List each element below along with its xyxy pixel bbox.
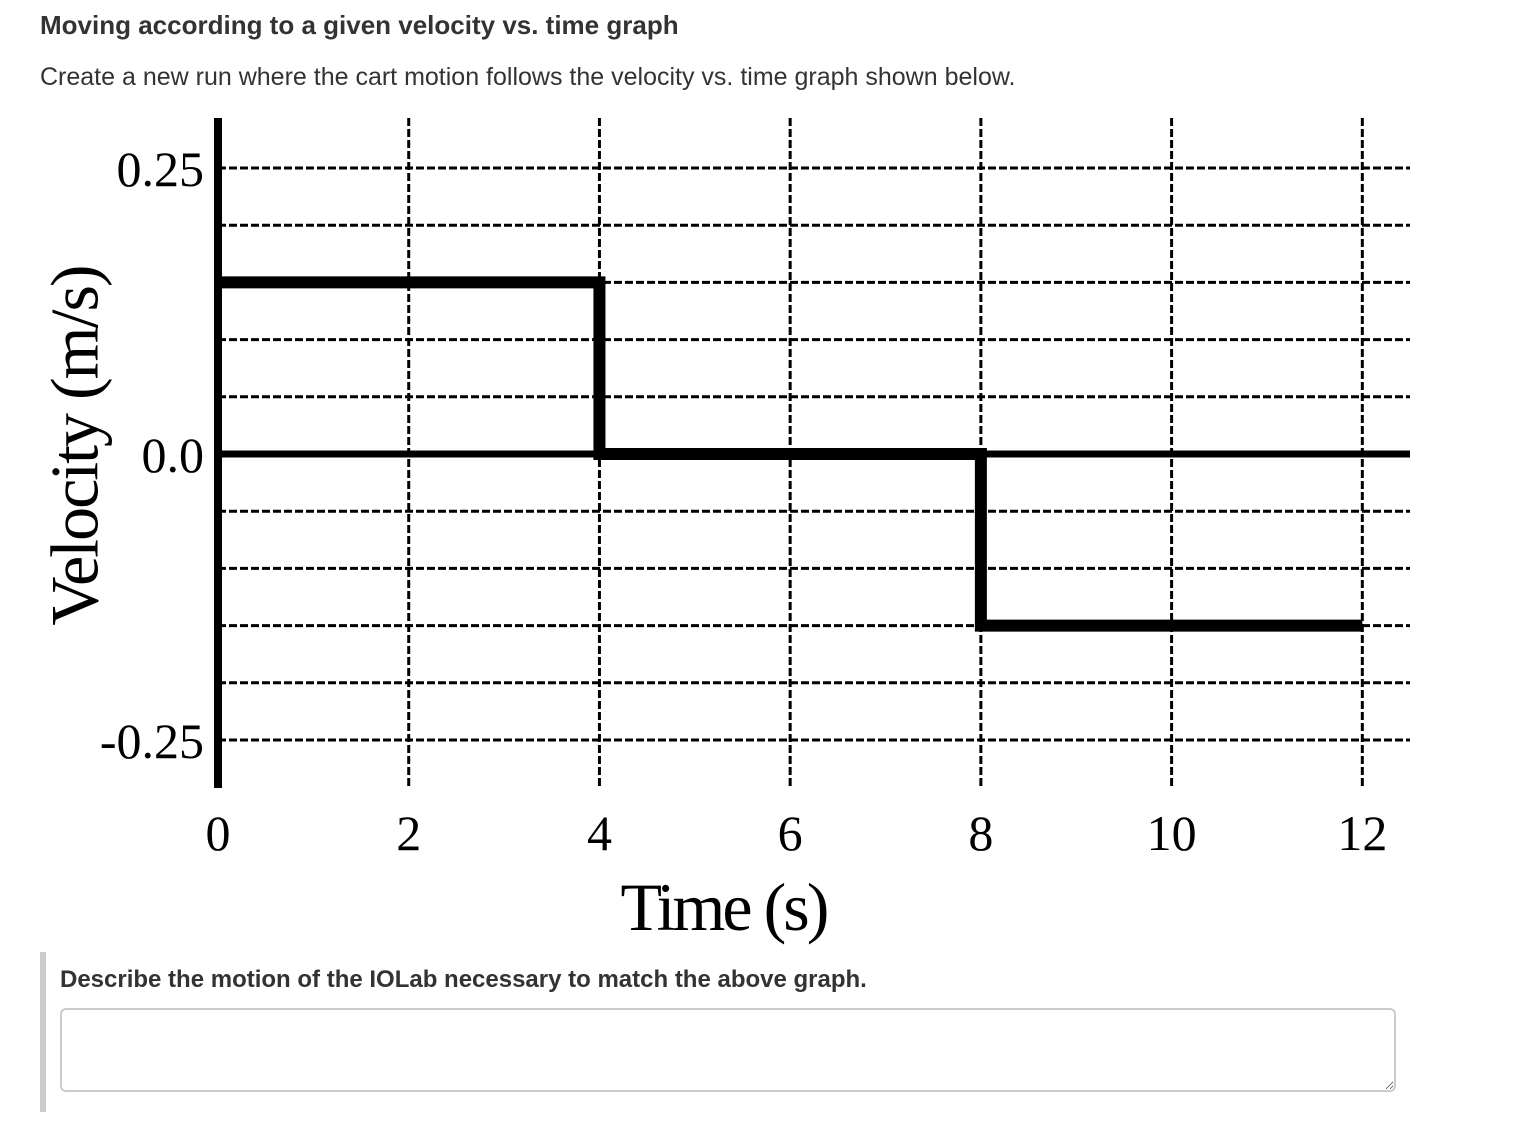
x-tick-label: 8: [968, 805, 993, 861]
velocity-series-line: [218, 276, 1363, 632]
answer-textarea[interactable]: [60, 1008, 1396, 1092]
question-instruction: Create a new run where the cart motion f…: [40, 63, 1016, 91]
x-tick-label: 12: [1337, 805, 1387, 861]
question-heading: Moving according to a given velocity vs.…: [40, 10, 679, 40]
x-tick-label: 10: [1147, 805, 1197, 861]
y-tick-label: 0.0: [142, 427, 205, 483]
chart-svg: 0 2 4 6 8 10 12 0.25 0.0 -0.25 Time (s) Velocity (m…: [37, 118, 1410, 945]
prompt-label: Describe the motion of the IOLab necessa…: [60, 966, 867, 993]
x-axis-title: Time (s): [620, 869, 826, 945]
x-tick-label: 0: [206, 805, 231, 861]
x-tick-label: 6: [778, 805, 803, 861]
y-tick-label: 0.25: [117, 141, 205, 197]
y-axis-title: Velocity (m/s): [37, 266, 113, 625]
x-tick-label: 4: [587, 805, 612, 861]
question-block: Describe the motion of the IOLab necessa…: [40, 952, 1420, 1112]
x-tick-label: 2: [396, 805, 421, 861]
y-tick-label: -0.25: [100, 713, 204, 769]
velocity-time-graph: 0 2 4 6 8 10 12 0.25 0.0 -0.25 Time (s) Velocity (m…: [30, 108, 1430, 948]
